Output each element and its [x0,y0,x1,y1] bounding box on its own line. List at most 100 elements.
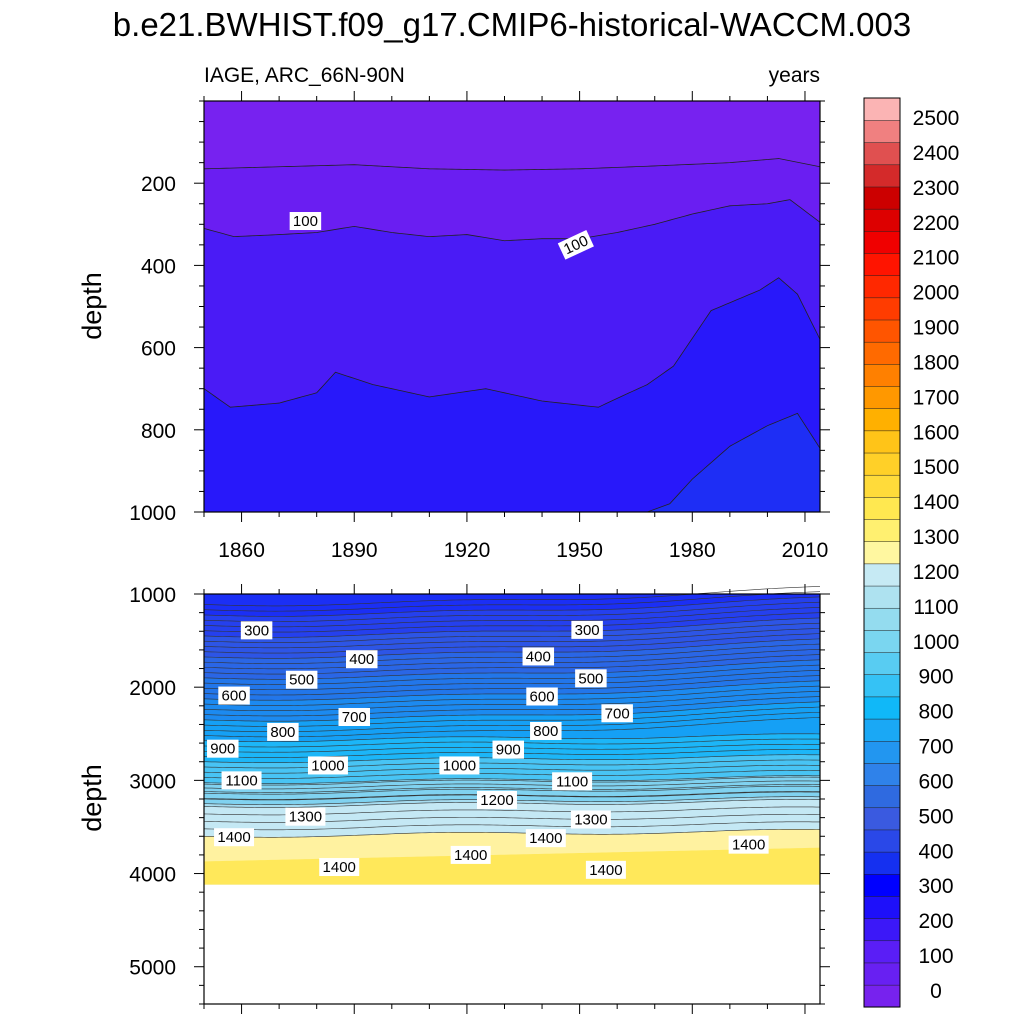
contour-label-text: 1300 [289,809,322,826]
contour-line [203,607,821,628]
contour-label: 300 [571,620,603,639]
y-tick-label: 2000 [129,677,176,700]
contour-label-text: 300 [575,622,600,639]
colorbar-swatch [863,496,901,520]
x-tick-label: 1860 [218,539,265,562]
contour-label: 100 [289,212,322,231]
colorbar-label: 1800 [913,351,960,374]
contour-line [203,784,821,793]
colorbar-label: 1900 [913,317,960,340]
contour-label-text: 800 [533,723,558,740]
contour-label: 600 [526,687,558,706]
colorbar-swatch [863,607,901,631]
colorbar-swatch [863,762,901,786]
contour-line [203,643,821,664]
colorbar-swatch [863,918,901,942]
colorbar-label: 2200 [913,212,960,235]
colorbar-label: 900 [918,666,953,689]
contour-label: 1400 [319,858,360,877]
colorbar-label: 500 [918,805,953,828]
contour-label-text: 800 [270,724,295,741]
contour-label-text: 1400 [454,847,487,864]
colorbar-label: 800 [918,701,953,724]
colorbar-swatch [863,97,901,121]
contour-line [203,680,821,701]
colorbar-label: 300 [918,875,953,898]
colorbar-label: 1700 [913,386,960,409]
colorbar-label: 2400 [913,142,960,165]
contour-label: 1400 [728,835,769,854]
chart-title: b.e21.BWHIST.f09_g17.CMIP6-historical-WA… [113,6,911,43]
contour-line [203,770,821,779]
contour-line [203,821,821,831]
contour-label: 800 [267,722,299,741]
contour-line [203,701,821,722]
contour-label: 700 [601,704,633,723]
x-tick-label: 2010 [782,539,829,562]
contour-line [203,759,821,769]
colorbar-label: 1500 [913,456,960,479]
contour-label: 1200 [476,790,517,809]
contour-line [203,633,821,654]
colorbar-swatch [863,940,901,964]
colorbar-swatch [863,541,901,565]
contour-line [203,764,821,774]
colorbar-swatch [863,142,901,166]
contour-line [203,711,821,732]
colorbar-swatch [863,186,901,210]
contour-line-25 [203,158,821,171]
colorbar-label: 100 [918,945,953,968]
contour-label-text: 700 [605,705,630,722]
contour-label-text: 600 [530,689,555,706]
colorbar: 0 100 200 300 400 500 600 700 800 900 1000 1100 1200… [863,97,960,1008]
contour-label: 400 [522,647,555,666]
contour-label-text: 1100 [556,773,588,790]
colorbar-swatch [863,740,901,764]
contour-line [203,776,821,786]
colorbar-label: 2500 [913,107,960,130]
contour-line [203,591,821,612]
colorbar-label: 1300 [913,526,960,549]
contour-label: 1400 [450,845,491,864]
colorbar-swatch [863,629,901,653]
contour-label-text: 1200 [480,792,513,809]
contour-line [203,670,821,691]
contour-line [203,601,821,622]
colorbar-swatch [863,652,901,675]
contour-label: 1300 [285,807,326,826]
colorbar-swatch [863,319,901,343]
contour-line [203,785,821,795]
contour-label-text: 1400 [529,830,562,847]
contour-line [203,696,821,717]
colorbar-label: 1400 [913,491,960,514]
contour-label-text: 400 [349,651,374,668]
colorbar-swatch [863,696,901,720]
contour-line [203,780,821,790]
contour-line [203,706,821,727]
colorbar-swatch [863,297,901,321]
contour-label: 600 [218,686,250,705]
contour-label-text: 500 [289,672,314,689]
y-tick-label: 1000 [129,502,176,525]
contour-label: 800 [530,721,562,740]
contour-line [203,617,821,638]
colorbar-label: 1000 [913,631,960,654]
contour-line [203,649,821,670]
colorbar-swatch [863,807,901,831]
contour-label: 1000 [439,756,480,775]
lower-ylabel: depth [77,764,107,832]
colorbar-swatch [863,208,901,232]
colorbar-label: 2100 [913,247,960,270]
colorbar-label: 200 [918,910,953,933]
contour-label: 900 [207,739,239,758]
colorbar-swatch [863,275,901,299]
x-tick-label: 1980 [669,539,716,562]
colorbar-swatch [863,230,901,254]
contour-label: 1100 [552,772,593,791]
contour-line [203,612,821,633]
y-tick-label: 1000 [129,584,176,607]
colorbar-swatch [863,385,901,409]
y-tick-label: 800 [141,420,176,443]
contour-line [203,828,821,838]
